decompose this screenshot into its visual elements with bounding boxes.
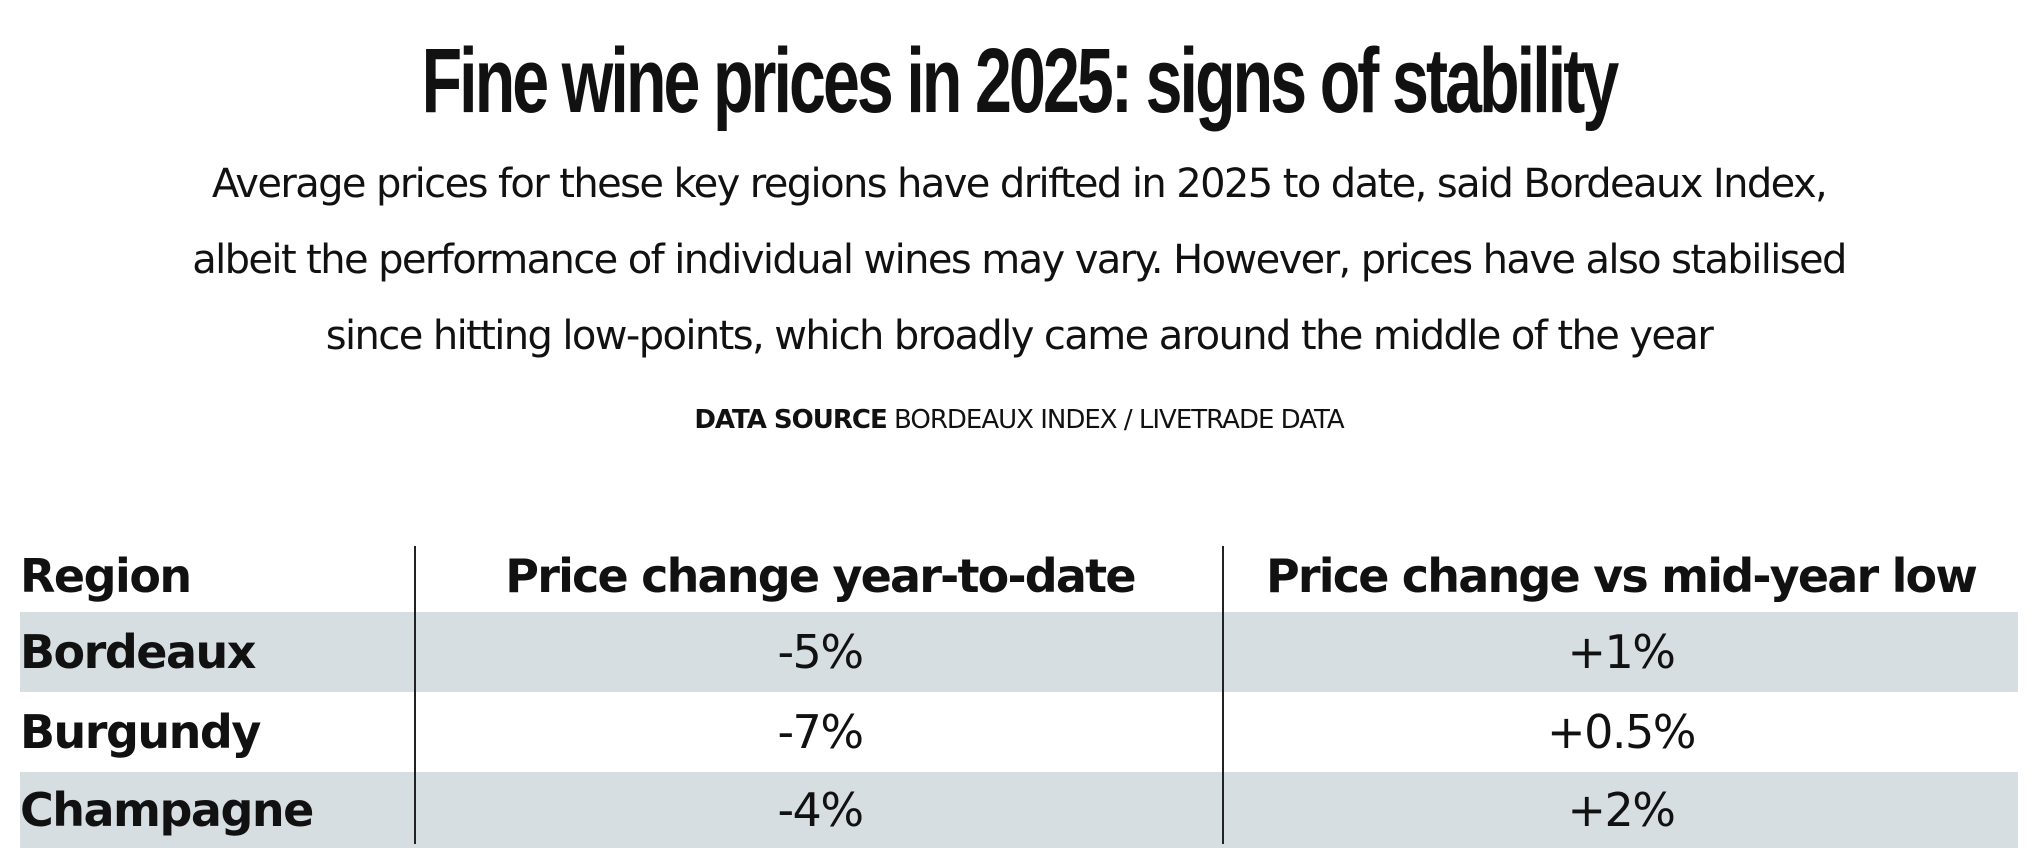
table-row: Champagne -4% +2% <box>20 772 2018 848</box>
ytd-cell: -4% <box>777 783 864 837</box>
subtitle-line: albeit the performance of individual win… <box>192 237 1847 283</box>
data-source-text: BORDEAUX INDEX / LIVETRADE DATA <box>893 405 1345 435</box>
price-change-table: Region Price change year-to-date Price c… <box>20 540 2018 848</box>
data-source: DATA SOURCE BORDEAUX INDEX / LIVETRADE D… <box>0 402 2038 438</box>
region-cell: Champagne <box>20 783 314 837</box>
region-cell: Burgundy <box>20 705 261 759</box>
column-header-ytd: Price change year-to-date <box>505 549 1136 603</box>
chart-title: Fine wine prices in 2025: signs of stabi… <box>421 30 1620 132</box>
column-divider <box>414 546 416 844</box>
subtitle-line: Average prices for these key regions hav… <box>211 161 1828 207</box>
vs-low-cell: +0.5% <box>1547 705 1696 759</box>
data-source-label: DATA SOURCE <box>694 405 887 435</box>
ytd-cell: -5% <box>777 625 864 679</box>
region-cell: Bordeaux <box>20 625 256 679</box>
chart-subtitle: Average prices for these key regions hav… <box>0 146 2038 374</box>
table-row: Bordeaux -5% +1% <box>20 612 2018 692</box>
vs-low-cell: +2% <box>1567 783 1676 837</box>
table-header-row: Region Price change year-to-date Price c… <box>20 540 2018 612</box>
ytd-cell: -7% <box>777 705 864 759</box>
column-header-vs-low: Price change vs mid-year low <box>1265 549 1978 603</box>
column-divider <box>1222 546 1224 844</box>
vs-low-cell: +1% <box>1567 625 1676 679</box>
subtitle-line: since hitting low-points, which broadly … <box>325 313 1714 359</box>
table-row: Burgundy -7% +0.5% <box>20 692 2018 772</box>
column-header-region: Region <box>20 549 192 603</box>
